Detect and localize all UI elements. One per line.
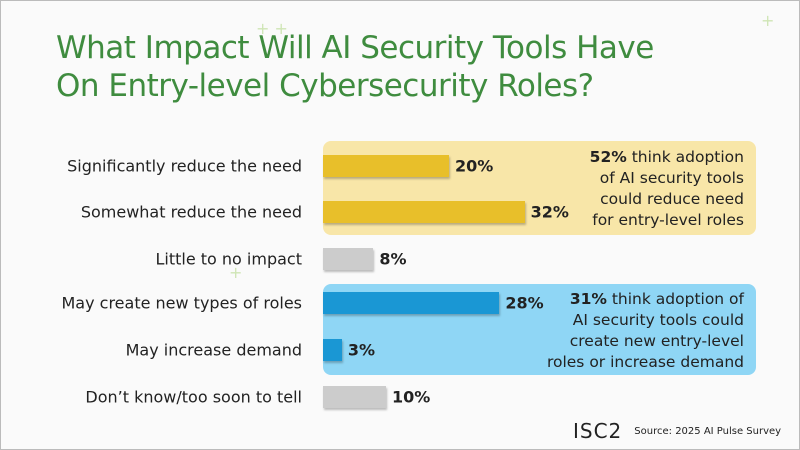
value-label: 10% [392, 387, 431, 407]
chart-title: What Impact Will AI Security Tools Have … [56, 29, 654, 105]
callout-line: think adoption of [606, 290, 744, 308]
value-label: 20% [455, 156, 494, 176]
bar [323, 292, 500, 314]
plus-decoration-icon: + [761, 11, 775, 30]
callout-line: think adoption [626, 148, 744, 166]
source-note: Source: 2025 AI Pulse Survey [634, 425, 782, 437]
category-label: Little to no impact [155, 249, 302, 269]
isc2-logo: ISC2 [573, 419, 623, 443]
footer: ISC2 Source: 2025 AI Pulse Survey [573, 419, 781, 443]
bar [323, 386, 386, 408]
value-label: 8% [379, 249, 407, 269]
callout-line: create new entry-level [569, 332, 744, 350]
category-label: May increase demand [125, 340, 302, 360]
callout-text: 52% think adoption of AI security tools … [590, 147, 744, 231]
value-label: 32% [530, 202, 569, 222]
category-label: Somewhat reduce the need [80, 202, 302, 222]
category-label: May create new types of roles [61, 293, 302, 313]
title-line: What Impact Will AI Security Tools Have [56, 30, 654, 66]
callout-line: of AI security tools [599, 169, 744, 187]
callout-text: 31% think adoption of AI security tools … [547, 289, 744, 373]
plus-decoration-icon: + [229, 263, 243, 282]
value-label: 3% [347, 340, 376, 360]
plus-decoration-icon: + + [256, 19, 288, 38]
callout-percent: 31% [569, 290, 607, 308]
callout-percent: 52% [589, 148, 627, 166]
title-line: On Entry-level Cybersecurity Roles? [56, 68, 594, 104]
value-label: 28% [505, 293, 544, 313]
category-label: Don’t know/too soon to tell [85, 387, 302, 407]
callout-line: roles or increase demand [546, 353, 744, 371]
callout-line: could reduce need [600, 190, 744, 208]
callout-line: for entry-level roles [592, 211, 744, 229]
bar [323, 339, 342, 361]
category-label: Significantly reduce the need [67, 156, 302, 176]
bar [323, 248, 374, 270]
bar [323, 155, 449, 177]
callout-line: AI security tools could [572, 311, 744, 329]
bar [323, 201, 525, 223]
